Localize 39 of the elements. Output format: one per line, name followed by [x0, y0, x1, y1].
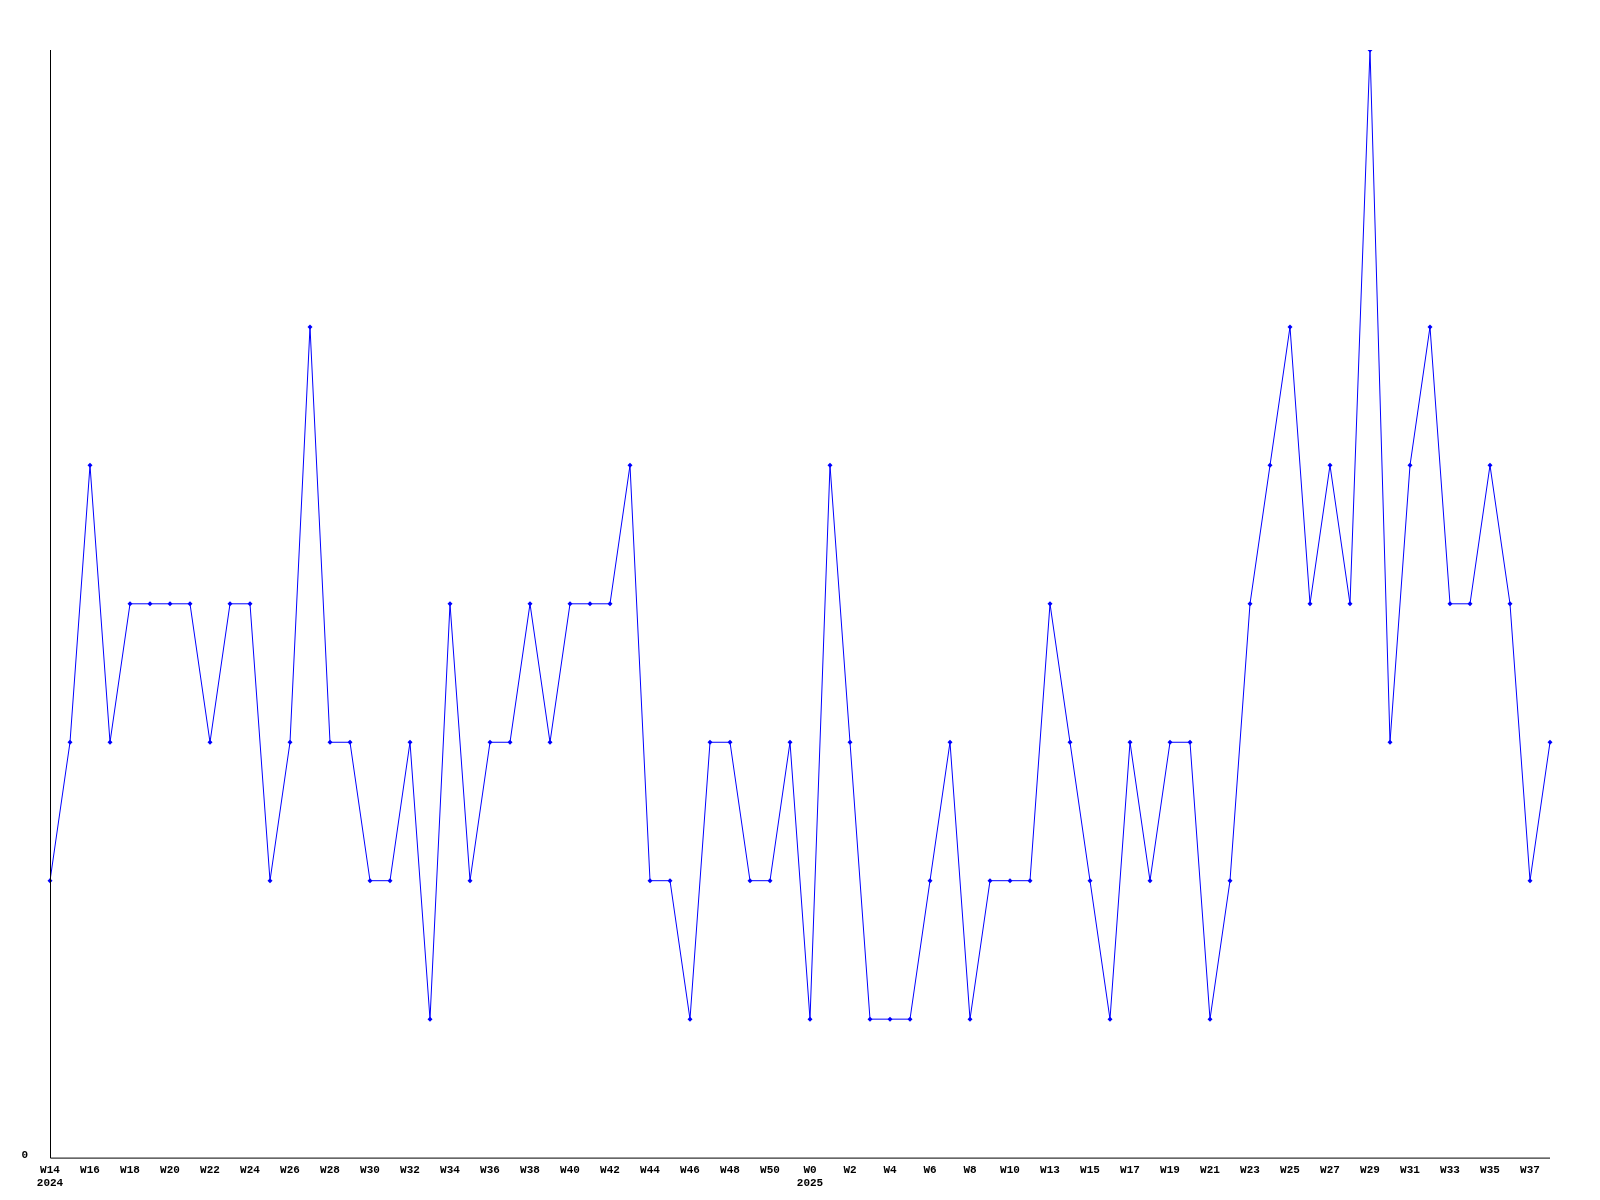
- x-tick-label: W34: [440, 1163, 461, 1176]
- x-tick-label: W18: [120, 1163, 141, 1176]
- x-tick-label: W27: [1320, 1163, 1340, 1176]
- x-tick-label: W20: [160, 1163, 180, 1176]
- x-tick-label: W23: [1240, 1163, 1261, 1176]
- x-tick-label: W36: [480, 1163, 500, 1176]
- x-tick-label: W37: [1520, 1163, 1540, 1176]
- x-tick-label: W32: [400, 1163, 420, 1176]
- x-tick-label: W40: [560, 1163, 580, 1176]
- x-tick-label: W31: [1400, 1163, 1421, 1176]
- x-tick-label: W38: [520, 1163, 541, 1176]
- x-tick-label: W8: [963, 1163, 977, 1176]
- x-tick-label: W19: [1160, 1163, 1180, 1176]
- x-tick-label: W14 2024: [36, 1163, 64, 1190]
- x-tick-label: W22: [200, 1163, 220, 1176]
- x-tick-label: W16: [80, 1163, 100, 1176]
- x-tick-label: W26: [280, 1163, 300, 1176]
- x-tick-label: W28: [320, 1163, 341, 1176]
- x-tick-label: W25: [1280, 1163, 1301, 1176]
- x-tick-label: W30: [360, 1163, 380, 1176]
- x-tick-label: W4: [883, 1163, 897, 1176]
- x-tick-label: W44: [640, 1163, 661, 1176]
- x-tick-label: W0 2025: [796, 1163, 824, 1190]
- x-tick-label: W13: [1040, 1163, 1061, 1176]
- x-tick-label: W21: [1200, 1163, 1221, 1176]
- x-tick-label: W48: [720, 1163, 741, 1176]
- x-tick-label: W46: [680, 1163, 700, 1176]
- x-tick-label: W17: [1120, 1163, 1140, 1176]
- x-tick-label: W42: [600, 1163, 620, 1176]
- x-tick-label: W33: [1440, 1163, 1461, 1176]
- x-tick-label: W50: [760, 1163, 780, 1176]
- text: 0: [21, 1149, 28, 1162]
- x-tick-label: W2: [843, 1163, 857, 1176]
- x-tick-label: W6: [923, 1163, 937, 1176]
- x-tick-label: W10: [1000, 1163, 1020, 1176]
- x-tick-label: W24: [240, 1163, 261, 1176]
- x-tick-label: W15: [1080, 1163, 1101, 1176]
- x-tick-label: W35: [1480, 1163, 1501, 1176]
- x-tick-label: W29: [1360, 1163, 1380, 1176]
